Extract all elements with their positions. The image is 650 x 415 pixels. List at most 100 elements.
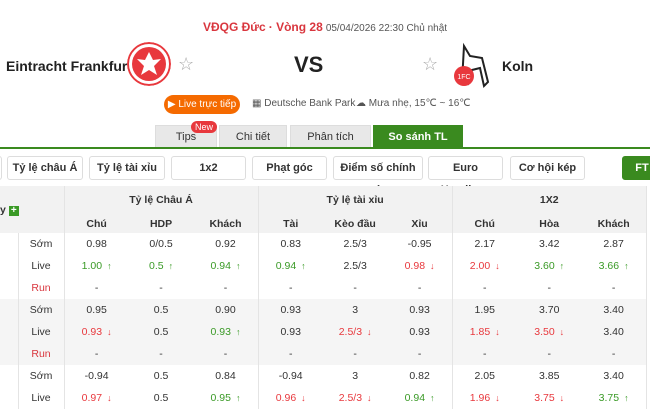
odds-cell[interactable]: 2.00 ↓ — [452, 255, 517, 277]
expand-plus-icon[interactable]: + — [8, 205, 19, 216]
odds-cell[interactable]: 1.96 ↓ — [452, 387, 517, 409]
odds-cell[interactable]: 0.93 — [387, 321, 453, 343]
odds-cell[interactable]: 0.93 ↓ — [64, 321, 129, 343]
odds-cell[interactable]: - — [517, 277, 582, 299]
odds-cell[interactable]: 0.93 — [387, 299, 453, 321]
odds-cell[interactable]: 3.75 ↓ — [517, 387, 582, 409]
odds-cell[interactable]: -0.94 — [258, 365, 323, 387]
odds-cell[interactable]: 3.60 ↑ — [517, 255, 582, 277]
odds-cell[interactable]: 0.95 ↑ — [193, 387, 259, 409]
odds-cell[interactable]: 0.96 ↓ — [258, 387, 323, 409]
tab-so-sanh-tl[interactable]: So sánh TL — [373, 125, 463, 148]
odds-cell[interactable]: - — [129, 277, 194, 299]
odds-cell[interactable]: 0.93 — [258, 321, 323, 343]
filter-euro-handicap[interactable]: Euro Handicap — [428, 156, 503, 196]
odds-cell[interactable]: 0.97 ↓ — [64, 387, 129, 409]
odds-cell[interactable]: 0.5 — [129, 387, 194, 409]
odds-cell[interactable]: - — [193, 343, 259, 365]
favorite-home-star-icon[interactable]: ☆ — [178, 54, 195, 74]
ft-button[interactable]: FT — [622, 156, 650, 180]
odds-cell[interactable]: 3.42 — [517, 233, 582, 255]
odds-cell[interactable]: 0.5 — [129, 365, 194, 387]
odds-cell[interactable]: - — [128, 343, 194, 365]
odds-cell[interactable]: -0.94 — [64, 365, 129, 387]
odds-cell[interactable]: 1.85 ↓ — [452, 321, 517, 343]
odds-cell[interactable]: 2.87 — [581, 233, 647, 255]
odds-cell[interactable]: 0/0.5 — [129, 233, 194, 255]
odds-cell[interactable]: 3.40 — [581, 321, 647, 343]
filter-button-partial[interactable] — [0, 156, 2, 180]
filter-asian-handicap[interactable]: Tỷ lệ châu Á — [7, 156, 83, 180]
odds-value: 3.40 — [603, 326, 624, 338]
filter-1x2[interactable]: 1x2 — [171, 156, 246, 180]
odds-value: 3.66 — [598, 260, 620, 272]
home-team-name[interactable]: Eintracht Frankfurt — [6, 58, 133, 74]
arrow-down-icon: ↓ — [559, 327, 565, 337]
odds-cell[interactable]: 0.95 — [64, 299, 129, 321]
odds-cell[interactable]: 0.84 — [193, 365, 259, 387]
arrow-up-icon: ↑ — [168, 261, 174, 271]
odds-cell[interactable]: 3 — [322, 299, 388, 321]
favorite-away-star-icon[interactable]: ☆ — [422, 54, 439, 74]
odds-cell[interactable]: - — [322, 343, 388, 365]
odds-cell[interactable]: - — [387, 343, 453, 365]
odds-cell[interactable]: 3 — [323, 365, 388, 387]
odds-cell[interactable]: 2.5/3 — [323, 255, 388, 277]
filter-double-chance[interactable]: Cơ hội kép — [510, 156, 585, 180]
arrow-down-icon: ↓ — [367, 393, 372, 403]
odds-cell[interactable]: 0.98 — [64, 233, 129, 255]
tab-phan-tich[interactable]: Phân tích — [290, 125, 371, 148]
odds-cell[interactable]: 2.5/3 ↓ — [323, 387, 388, 409]
odds-value: 3.50 — [534, 326, 555, 338]
odds-cell[interactable]: - — [258, 343, 323, 365]
odds-row: Live 1.00 ↑ 0.5 ↑ 0.94 ↑ 0.94 ↑ 2.5/3 0.98 ↓ 2.00 ↓ 3.… — [0, 255, 647, 277]
odds-cell[interactable]: - — [64, 277, 129, 299]
odds-cell[interactable]: 0.82 — [387, 365, 453, 387]
odds-cell[interactable]: 3.66 ↑ — [581, 255, 647, 277]
odds-cell[interactable]: 0.92 — [193, 233, 259, 255]
odds-cell[interactable]: - — [516, 343, 582, 365]
odds-cell[interactable]: 3.75 ↑ — [581, 387, 647, 409]
odds-cell[interactable]: 0.98 ↓ — [387, 255, 453, 277]
odds-cell[interactable]: - — [258, 277, 323, 299]
odds-value: 2.5/3 — [343, 238, 367, 250]
odds-value: 0.5 — [153, 326, 169, 338]
odds-cell[interactable]: 0.94 ↑ — [193, 255, 259, 277]
filter-corners[interactable]: Phạt góc — [252, 156, 327, 180]
odds-cell[interactable]: - — [452, 343, 517, 365]
odds-cell[interactable]: - — [323, 277, 388, 299]
away-team-name[interactable]: Koln — [502, 58, 534, 74]
odds-cell[interactable]: 0.93 ↑ — [193, 321, 259, 343]
odds-cell[interactable]: 2.5/3 ↓ — [322, 321, 388, 343]
odds-cell[interactable]: -0.95 — [387, 233, 453, 255]
odds-cell[interactable]: - — [387, 277, 453, 299]
odds-cell[interactable]: 0.90 — [193, 299, 259, 321]
odds-cell[interactable]: 3.85 — [517, 365, 582, 387]
odds-cell[interactable]: 0.93 — [258, 299, 323, 321]
odds-cell[interactable]: - — [64, 343, 129, 365]
odds-cell[interactable]: 0.94 ↑ — [258, 255, 323, 277]
odds-cell[interactable]: 0.5 ↑ — [129, 255, 194, 277]
odds-cell[interactable]: 1.00 ↑ — [64, 255, 129, 277]
filter-correct-score[interactable]: Điểm số chính xác — [333, 156, 423, 196]
tab-chi-tiet[interactable]: Chi tiết — [219, 125, 287, 148]
odds-cell[interactable]: 0.5 — [128, 321, 194, 343]
odds-cell[interactable]: 3.50 ↓ — [516, 321, 582, 343]
odds-cell[interactable]: - — [452, 277, 517, 299]
odds-cell[interactable]: 2.05 — [452, 365, 517, 387]
filter-over-under[interactable]: Tỷ lệ tài xỉu — [89, 156, 165, 180]
odds-cell[interactable]: - — [581, 277, 647, 299]
odds-cell[interactable]: 0.83 — [258, 233, 323, 255]
odds-cell[interactable]: 0.94 ↑ — [387, 387, 453, 409]
live-stream-button[interactable]: ▶ Live trực tiếp — [164, 95, 240, 114]
new-badge: New — [191, 121, 218, 133]
odds-cell[interactable]: 0.5 — [128, 299, 194, 321]
odds-cell[interactable]: 3.40 — [581, 365, 647, 387]
odds-cell[interactable]: 1.95 — [452, 299, 517, 321]
odds-cell[interactable]: 2.5/3 — [323, 233, 388, 255]
odds-cell[interactable]: 3.70 — [516, 299, 582, 321]
odds-cell[interactable]: - — [581, 343, 647, 365]
odds-cell[interactable]: 3.40 — [581, 299, 647, 321]
odds-cell[interactable]: - — [193, 277, 259, 299]
odds-cell[interactable]: 2.17 — [452, 233, 517, 255]
